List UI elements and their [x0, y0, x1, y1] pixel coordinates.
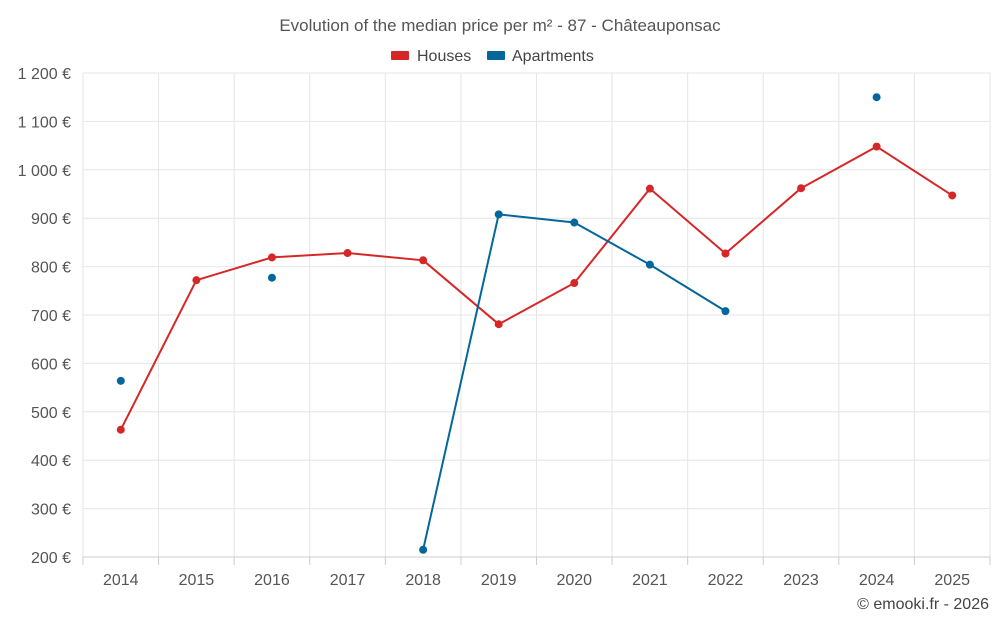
y-tick-label: 800 € — [31, 260, 71, 277]
series-apartments — [116, 93, 881, 554]
y-tick-label: 400 € — [31, 453, 71, 470]
legend: Houses Apartments — [391, 48, 594, 65]
x-tick-label: 2019 — [481, 572, 517, 589]
y-tick-label: 900 € — [31, 211, 71, 228]
data-point-houses[interactable] — [570, 279, 579, 288]
x-tick-label: 2023 — [783, 572, 819, 589]
axes: 200 € 300 € 400 € 500 € 600 € 700 € 800 € 900 €… — [18, 66, 991, 589]
x-tick-label: 2014 — [103, 572, 139, 589]
data-point-apartments[interactable] — [267, 273, 276, 282]
data-point-apartments[interactable] — [721, 307, 730, 316]
legend-label-apartments: Apartments — [512, 48, 594, 65]
x-tick-label: 2015 — [179, 572, 215, 589]
series-line-apartments — [422, 213, 726, 550]
data-point-houses[interactable] — [494, 320, 503, 329]
data-point-houses[interactable] — [948, 191, 957, 200]
y-tick-label: 1 100 € — [18, 114, 71, 131]
data-point-houses[interactable] — [419, 256, 428, 265]
x-tick-label: 2024 — [859, 572, 895, 589]
x-tick-label: 2021 — [632, 572, 668, 589]
data-point-houses[interactable] — [116, 425, 125, 434]
data-point-apartments[interactable] — [494, 210, 503, 219]
data-point-apartments[interactable] — [645, 260, 654, 269]
y-tick-label: 300 € — [31, 502, 71, 519]
series-houses — [116, 142, 957, 434]
data-point-apartments[interactable] — [116, 376, 125, 385]
y-tick-label: 600 € — [31, 356, 71, 373]
x-tick-label: 2016 — [254, 572, 290, 589]
y-tick-label: 1 000 € — [18, 163, 71, 180]
data-point-houses[interactable] — [721, 249, 730, 258]
chart-title: Evolution of the median price per m² - 8… — [279, 16, 721, 35]
x-tick-label: 2018 — [405, 572, 441, 589]
series — [116, 93, 957, 554]
data-point-houses[interactable] — [267, 253, 276, 262]
x-tick-label: 2017 — [330, 572, 366, 589]
grid — [82, 72, 991, 558]
legend-item-houses[interactable]: Houses — [391, 48, 471, 65]
x-tick-label: 2020 — [556, 572, 592, 589]
series-line-houses — [119, 145, 953, 431]
legend-swatch-apartments — [487, 51, 505, 60]
data-point-apartments[interactable] — [419, 545, 428, 554]
x-tick-label: 2025 — [934, 572, 970, 589]
y-tick-label: 200 € — [31, 550, 71, 567]
legend-swatch-houses — [391, 51, 409, 60]
x-tick-label: 2022 — [708, 572, 744, 589]
data-point-houses[interactable] — [872, 142, 881, 151]
legend-label-houses: Houses — [417, 48, 471, 65]
data-point-houses[interactable] — [645, 184, 654, 193]
data-point-houses[interactable] — [797, 184, 806, 193]
data-point-houses[interactable] — [343, 249, 352, 258]
y-tick-label: 700 € — [31, 308, 71, 325]
y-tick-label: 500 € — [31, 405, 71, 422]
data-point-houses[interactable] — [192, 276, 201, 285]
y-tick-label: 1 200 € — [18, 66, 71, 83]
data-point-apartments[interactable] — [570, 218, 579, 227]
credit-text: © emooki.fr - 2026 — [857, 596, 989, 613]
data-point-apartments[interactable] — [872, 93, 881, 102]
legend-item-apartments[interactable]: Apartments — [487, 48, 594, 65]
